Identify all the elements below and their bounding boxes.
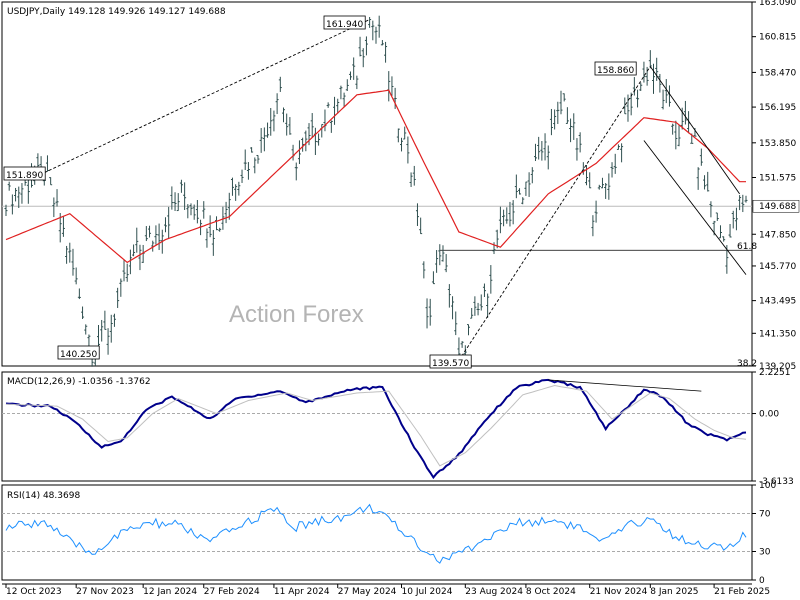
current-price-tag: [752, 199, 800, 213]
date-tick-label: 8 Oct 2024: [526, 587, 576, 597]
price-label-box: [429, 354, 472, 369]
price-label-box: [57, 345, 100, 360]
date-tick-label: 27 May 2024: [338, 587, 397, 597]
price-panel-header: USDJPY,Daily 149.128 149.926 149.127 149…: [7, 7, 226, 17]
price-tick-label: 163.090: [759, 0, 796, 8]
price-tick-label: 151.575: [759, 173, 796, 183]
date-tick-label: 11 Apr 2024: [274, 587, 330, 597]
rsi-tick-label: 0: [759, 576, 765, 586]
macd-tick-label: 0.00: [759, 410, 779, 420]
date-tick-label: 12 Jan 2024: [143, 587, 197, 597]
price-label-box: [594, 61, 637, 76]
price-label: 158.860: [597, 66, 634, 76]
macd-tick-label: -3.6133: [759, 477, 794, 487]
fib-level-label: 61.8: [737, 242, 757, 252]
price-tick-label: 139.205: [759, 362, 796, 372]
date-tick-label: 21 Feb 2025: [714, 587, 770, 597]
price-tick-label: 158.470: [759, 68, 796, 78]
rsi-tick-label: 100: [759, 481, 776, 491]
price-label: 151.890: [6, 171, 43, 181]
price-label: 140.250: [60, 350, 97, 360]
date-tick-label: 21 Nov 2024: [590, 587, 648, 597]
channel-line: [649, 66, 740, 195]
macd-line: [5, 378, 747, 480]
macd-panel-header: MACD(12,26,9) -1.0356 -1.3762: [7, 377, 151, 387]
price-tick-label: 145.770: [759, 262, 796, 272]
price-label: 161.940: [326, 20, 363, 30]
watermark: Action Forex: [229, 301, 364, 328]
rsi-panel: [1, 484, 753, 581]
date-tick-label: 8 Jan 2025: [650, 587, 698, 597]
dashed-trendline: [458, 66, 651, 361]
moving-average-line: [5, 89, 746, 264]
panel-frame: [1, 484, 753, 581]
date-tick-label: 10 Jul 2024: [402, 587, 453, 597]
rsi-panel-header: RSI(14) 48.3698: [7, 491, 80, 501]
rsi-tick-label: 30: [759, 548, 771, 558]
price-label-box: [323, 15, 366, 30]
price-panel: [1, 1, 753, 367]
fib-level-label: 38.2: [737, 359, 757, 369]
price-tick-label: 153.850: [759, 139, 796, 149]
dashed-trendline: [44, 19, 370, 174]
rsi-tick-label: 70: [759, 510, 771, 520]
price-tick-label: 149.688: [759, 202, 796, 212]
panel-frame: [1, 371, 753, 482]
divergence-line: [548, 379, 702, 392]
date-tick-label: 27 Nov 2023: [76, 587, 134, 597]
date-tick-label: 27 Feb 2024: [204, 587, 260, 597]
rsi-line: [5, 503, 747, 564]
channel-line: [643, 140, 747, 275]
price-tick-label: 147.850: [759, 230, 796, 240]
price-tick-label: 143.495: [759, 297, 796, 307]
price-label: 139.570: [432, 359, 469, 369]
macd-tick-label: 2.2251: [759, 368, 791, 378]
panel-frame: [1, 1, 753, 367]
signal-line: [5, 384, 747, 467]
date-tick-label: 23 Aug 2024: [465, 587, 523, 597]
price-label-box: [3, 166, 46, 181]
date-tick-label: 12 Oct 2023: [6, 587, 62, 597]
price-tick-label: 141.350: [759, 329, 796, 339]
price-tick-label: 156.195: [759, 103, 796, 113]
macd-panel: [1, 371, 753, 482]
price-tick-label: 160.815: [759, 33, 796, 43]
